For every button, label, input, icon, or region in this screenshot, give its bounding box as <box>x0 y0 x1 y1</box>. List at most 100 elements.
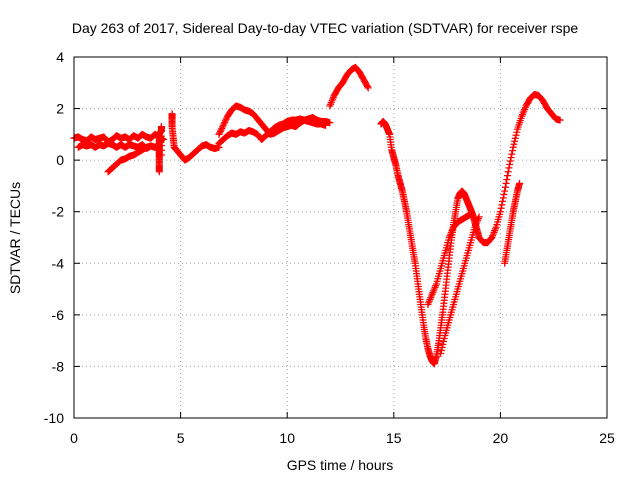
data-point <box>516 179 524 187</box>
y-tick-label: -10 <box>44 410 64 426</box>
data-point <box>440 338 448 346</box>
data-point <box>426 295 434 303</box>
data-point <box>496 208 504 216</box>
data-point <box>431 283 439 291</box>
y-tick-labels: 4 2 0 -2 -4 -6 -8 -10 <box>44 49 64 426</box>
y-axis-label: SDTVAR / TECUs <box>7 182 23 294</box>
data-point <box>447 230 455 238</box>
data-point <box>490 228 498 236</box>
data-point <box>504 168 512 176</box>
grid-lines <box>74 57 607 418</box>
y-tick-label: -2 <box>52 204 65 220</box>
data-point <box>489 232 497 240</box>
data-point <box>509 143 517 151</box>
data-point <box>473 218 481 226</box>
data-point <box>499 197 507 205</box>
data-point <box>221 117 229 125</box>
data-point <box>512 131 520 139</box>
data-point <box>518 111 526 119</box>
y-tick-label: -6 <box>52 307 65 323</box>
data-point <box>503 175 511 183</box>
chart-title: Day 263 of 2017, Sidereal Day-to-day VTE… <box>72 20 578 36</box>
data-point <box>215 130 223 138</box>
data-point <box>157 151 165 159</box>
data-point <box>326 119 334 127</box>
data-point <box>327 99 335 107</box>
data-point <box>511 137 519 145</box>
data-point <box>430 287 438 295</box>
axis-ticks <box>73 56 608 419</box>
data-point <box>501 187 509 195</box>
data-point <box>327 100 335 108</box>
data-point <box>520 107 528 115</box>
data-point <box>216 127 224 135</box>
data-point <box>497 204 505 212</box>
data-point <box>432 282 440 290</box>
x-axis-label: GPS time / hours <box>287 457 394 473</box>
data-point <box>467 210 475 218</box>
data-points <box>70 63 564 368</box>
data-point <box>500 191 508 199</box>
y-tick-label: -8 <box>52 358 65 374</box>
data-point <box>216 129 224 137</box>
data-point <box>474 215 482 223</box>
data-point <box>219 121 227 129</box>
data-point <box>499 194 507 202</box>
x-tick-label: 15 <box>386 430 402 446</box>
data-point <box>504 172 512 180</box>
data-point <box>521 104 529 112</box>
data-point <box>322 121 330 129</box>
data-point <box>439 341 447 349</box>
x-tick-labels: 0 5 10 15 20 25 <box>70 430 615 446</box>
data-point <box>491 225 499 233</box>
data-point <box>329 95 337 103</box>
data-point <box>521 105 529 113</box>
x-tick-label: 20 <box>493 430 509 446</box>
data-point <box>328 97 336 105</box>
data-point <box>424 301 432 309</box>
data-point <box>511 134 519 142</box>
data-point <box>364 83 372 91</box>
data-point <box>219 123 227 131</box>
x-tick-label: 0 <box>70 430 78 446</box>
data-point <box>556 116 564 124</box>
data-point <box>508 147 516 155</box>
data-point <box>472 221 480 229</box>
data-point <box>329 93 337 101</box>
data-point <box>364 84 372 92</box>
y-tick-label: 4 <box>56 49 64 65</box>
data-point <box>506 157 514 165</box>
data-point <box>427 294 435 302</box>
data-point <box>502 179 510 187</box>
data-point <box>429 289 437 297</box>
data-point <box>491 227 499 235</box>
data-point <box>510 140 518 148</box>
data-point <box>489 230 497 238</box>
data-point <box>326 102 334 110</box>
data-point <box>506 160 514 168</box>
data-point <box>501 183 509 191</box>
data-point <box>430 285 438 293</box>
x-tick-label: 10 <box>279 430 295 446</box>
data-point <box>221 118 229 126</box>
data-point <box>440 334 448 342</box>
data-point <box>222 115 230 123</box>
data-point <box>518 112 526 120</box>
plot-frame <box>73 56 608 419</box>
data-point <box>446 232 454 240</box>
data-point <box>437 350 445 358</box>
data-point <box>498 201 506 209</box>
data-point <box>471 223 479 231</box>
data-point <box>448 227 456 235</box>
y-tick-label: 0 <box>56 152 64 168</box>
data-point <box>474 216 482 224</box>
data-point <box>519 109 527 117</box>
data-point <box>217 126 225 134</box>
y-tick-label: -4 <box>52 255 65 271</box>
data-point <box>428 290 436 298</box>
data-point <box>488 234 496 241</box>
data-point <box>507 154 515 162</box>
data-point <box>425 297 433 305</box>
data-point <box>475 213 483 221</box>
